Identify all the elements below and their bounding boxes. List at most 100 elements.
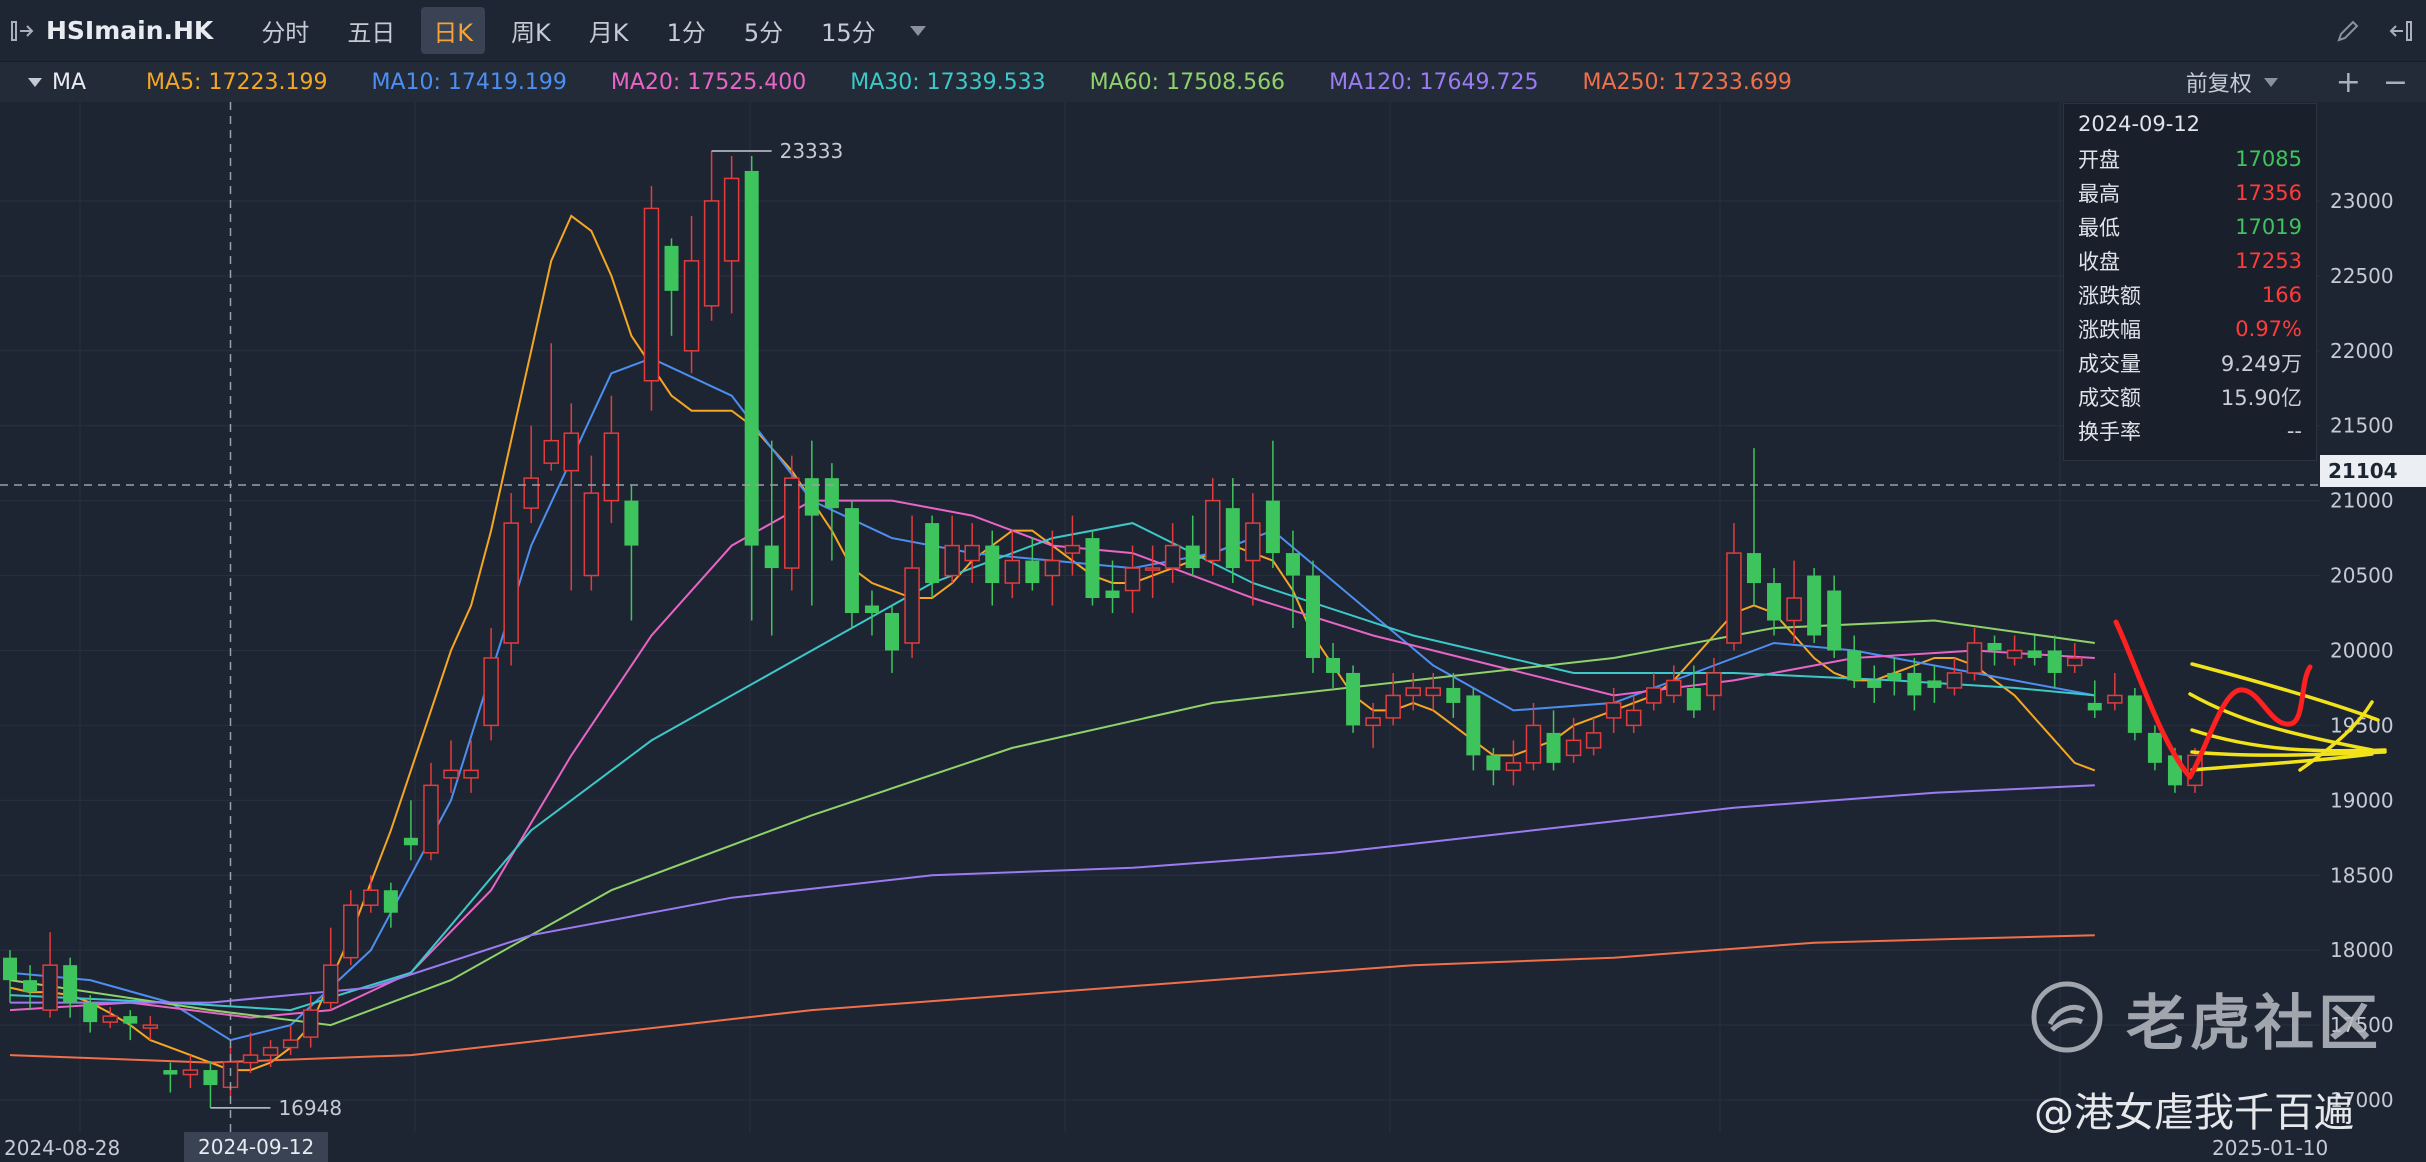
candlestick-chart[interactable]: 2300022500220002150021000205002000019500… (0, 102, 2426, 1132)
info-row-turnover: 成交额 15.90亿 (2078, 386, 2302, 410)
candle-body (1686, 687, 1701, 711)
candle-body (1867, 680, 1882, 688)
top-toolbar: HSImain.HK 分时 五日 日K 周K 月K 1分 5分 15分 (0, 0, 2426, 62)
candle-body (503, 522, 519, 644)
watermark-brand: 老虎社区 (2126, 989, 2382, 1059)
candle-body (1346, 672, 1361, 726)
candle-body (1807, 575, 1822, 636)
candle-body (1605, 702, 1622, 719)
candle-body (683, 260, 700, 352)
mabar-controls: 前复权 + − (2186, 62, 2408, 102)
ma60-value: MA60: 17508.566 (1089, 69, 1286, 95)
candle-body (2107, 694, 2123, 704)
candle-body (925, 523, 940, 584)
adjust-chevron-icon[interactable] (2263, 77, 2278, 87)
candle-body (163, 1070, 178, 1075)
info-row-change-pct: 涨跌幅 0.97% (2078, 317, 2302, 342)
candle-body (1365, 717, 1381, 727)
sidebar-collapse-icon[interactable] (0, 0, 46, 62)
adjust-mode-select[interactable]: 前复权 (2185, 72, 2252, 97)
candle-body (23, 980, 38, 993)
candle-body (1004, 559, 1021, 584)
candle-body (1585, 732, 1602, 749)
candle-body (1044, 559, 1061, 577)
candle-body (885, 613, 900, 651)
candle-body (2027, 650, 2042, 658)
crosshair-price-badge: 21104 (2320, 455, 2426, 487)
candle-body (383, 890, 398, 913)
candle-body (83, 1002, 98, 1023)
candle-body (1385, 694, 1401, 719)
candle-body (1827, 590, 1842, 651)
tiger-logo-icon (2030, 980, 2104, 1058)
candle-body (1786, 597, 1802, 622)
tab-five-day[interactable]: 五日 (347, 19, 396, 47)
ma5-value: MA5: 17223.199 (146, 69, 328, 95)
panel-expand-icon[interactable] (2374, 0, 2426, 62)
candle-body (1987, 642, 2002, 651)
candle-body (403, 837, 418, 846)
toolbar-right (2322, 0, 2426, 62)
candle-body (2006, 649, 2023, 659)
candle-body (1505, 762, 1522, 772)
candle-body (282, 1039, 299, 1049)
candle-body (1666, 679, 1682, 697)
candle-body (624, 500, 639, 546)
candle-body (723, 177, 740, 262)
drawn-yellow-line (2190, 662, 2380, 722)
candle-body (42, 964, 58, 1011)
ma-toggle[interactable]: MA (28, 70, 86, 95)
low-marker-label: 16948 (278, 1096, 342, 1120)
symbol-label: HSImain.HK (46, 16, 214, 45)
tab-weekly-k[interactable]: 周K (511, 19, 551, 47)
tab-5min[interactable]: 5分 (743, 19, 784, 47)
candle-body (864, 605, 879, 614)
candle-body (543, 439, 559, 464)
candle-body (1265, 500, 1280, 554)
zoom-in-button[interactable]: + (2335, 64, 2361, 100)
candle-body (343, 904, 359, 959)
candle-body (2047, 650, 2062, 673)
candle-body (1225, 508, 1240, 569)
candle-body (1525, 724, 1542, 764)
drawn-yellow-line (2190, 750, 2387, 757)
candle-body (1425, 687, 1442, 697)
candle-body (764, 545, 779, 569)
pencil-icon[interactable] (2322, 0, 2374, 62)
candle-body (1144, 567, 1161, 571)
candle-body (1486, 755, 1501, 771)
tab-daily-k[interactable]: 日K (421, 7, 486, 54)
candle-body (463, 769, 479, 779)
watermark-author: @港女虐我千百遍 (2034, 1090, 2354, 1136)
candle-body (523, 477, 539, 509)
candle-body (2066, 657, 2083, 667)
candle-body (944, 544, 960, 577)
y-tick-label: 18500 (2330, 863, 2394, 887)
candle-body (63, 965, 78, 1003)
more-periods-chevron-icon[interactable] (909, 25, 926, 36)
tab-1min[interactable]: 1分 (666, 19, 706, 47)
drawn-yellow-line (2188, 692, 2374, 752)
tab-intraday[interactable]: 分时 (261, 19, 310, 47)
ma-indicator-bar: MA MA5: 17223.199 MA10: 17419.199 MA20: … (0, 62, 2426, 102)
candle-body (1205, 499, 1221, 562)
candle-body (1546, 732, 1561, 763)
candle-body (123, 1016, 138, 1024)
info-row-open: 开盘 17085 (2078, 147, 2302, 172)
candle-body (102, 1015, 118, 1023)
candle-body (423, 784, 439, 854)
candle-body (483, 657, 499, 727)
tab-15min[interactable]: 15分 (821, 19, 876, 47)
candle-body (1405, 687, 1421, 697)
candle-body (603, 432, 620, 502)
candle-body (1646, 687, 1662, 704)
info-row-low: 最低 17019 (2078, 215, 2302, 240)
candle-body (363, 889, 379, 906)
zoom-out-button[interactable]: − (2382, 64, 2408, 100)
info-row-high: 最高 17356 (2078, 181, 2302, 206)
candle-body (563, 432, 580, 472)
candle-body (1625, 709, 1642, 727)
candle-body (1706, 672, 1722, 697)
candle-body (804, 478, 819, 516)
tab-monthly-k[interactable]: 月K (588, 19, 629, 47)
